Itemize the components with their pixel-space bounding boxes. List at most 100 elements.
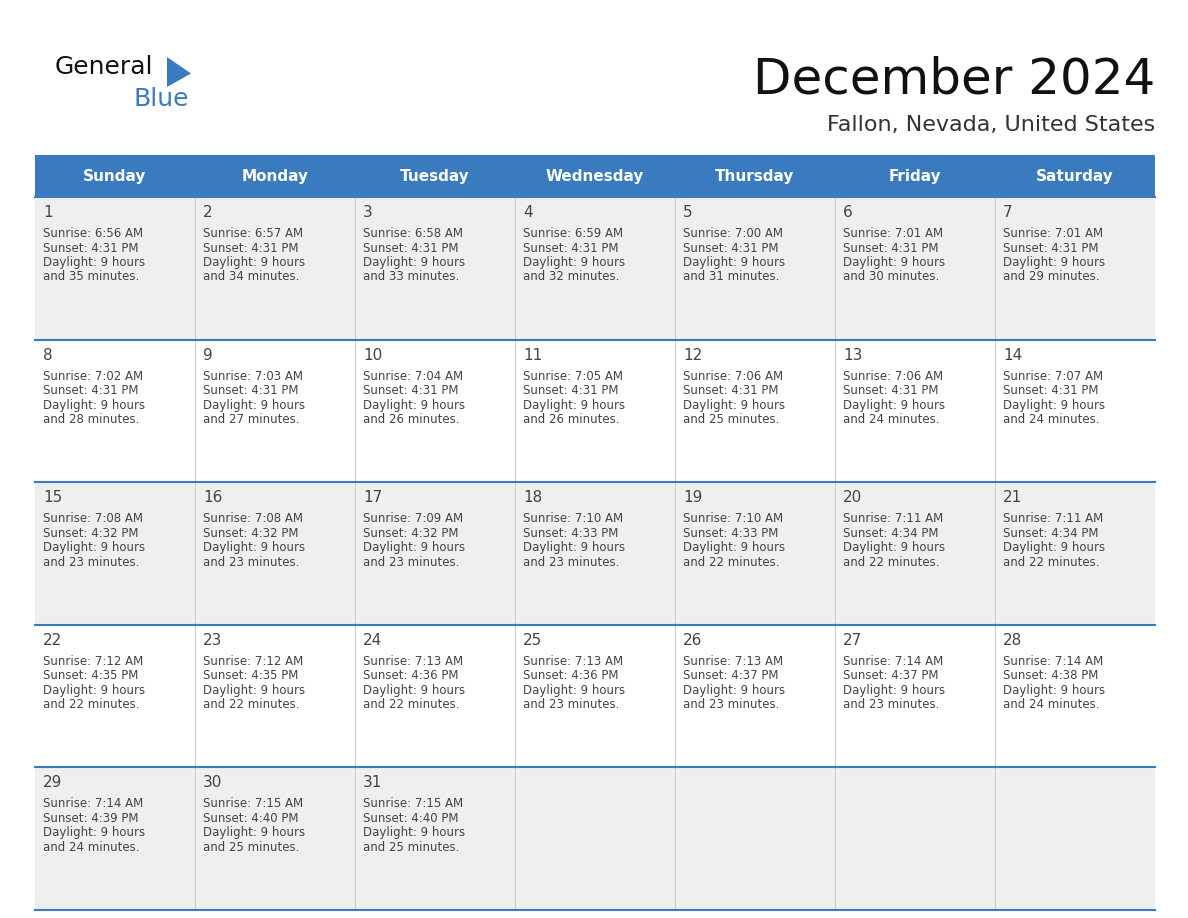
Text: Sunrise: 7:09 AM: Sunrise: 7:09 AM xyxy=(364,512,463,525)
Text: and 22 minutes.: and 22 minutes. xyxy=(1003,555,1100,568)
Text: Sunrise: 7:10 AM: Sunrise: 7:10 AM xyxy=(683,512,783,525)
Text: Sunset: 4:37 PM: Sunset: 4:37 PM xyxy=(843,669,939,682)
Text: 2: 2 xyxy=(203,205,213,220)
Text: and 22 minutes.: and 22 minutes. xyxy=(43,699,139,711)
Bar xyxy=(34,197,1155,340)
Text: Daylight: 9 hours: Daylight: 9 hours xyxy=(43,398,145,411)
Text: and 25 minutes.: and 25 minutes. xyxy=(683,413,779,426)
Text: and 28 minutes.: and 28 minutes. xyxy=(43,413,139,426)
Text: 24: 24 xyxy=(364,633,383,648)
Text: Sunrise: 7:10 AM: Sunrise: 7:10 AM xyxy=(523,512,624,525)
Text: and 34 minutes.: and 34 minutes. xyxy=(203,271,299,284)
Text: Sunset: 4:31 PM: Sunset: 4:31 PM xyxy=(843,241,939,254)
Text: 10: 10 xyxy=(364,348,383,363)
Text: 25: 25 xyxy=(523,633,542,648)
Text: Sunrise: 7:08 AM: Sunrise: 7:08 AM xyxy=(203,512,303,525)
Bar xyxy=(34,340,1155,482)
Text: 13: 13 xyxy=(843,348,862,363)
Text: 7: 7 xyxy=(1003,205,1012,220)
Text: Daylight: 9 hours: Daylight: 9 hours xyxy=(43,684,145,697)
Text: Sunrise: 7:06 AM: Sunrise: 7:06 AM xyxy=(683,370,783,383)
Text: Sunset: 4:31 PM: Sunset: 4:31 PM xyxy=(364,241,459,254)
Text: 14: 14 xyxy=(1003,348,1022,363)
Text: and 26 minutes.: and 26 minutes. xyxy=(364,413,460,426)
Text: and 33 minutes.: and 33 minutes. xyxy=(364,271,460,284)
Text: Daylight: 9 hours: Daylight: 9 hours xyxy=(364,398,466,411)
Text: Sunday: Sunday xyxy=(83,169,146,184)
Text: and 22 minutes.: and 22 minutes. xyxy=(843,555,940,568)
Text: Daylight: 9 hours: Daylight: 9 hours xyxy=(843,398,946,411)
Text: Wednesday: Wednesday xyxy=(545,169,644,184)
Text: Sunrise: 6:56 AM: Sunrise: 6:56 AM xyxy=(43,227,143,240)
Text: 19: 19 xyxy=(683,490,702,505)
Text: Sunset: 4:39 PM: Sunset: 4:39 PM xyxy=(43,812,139,825)
Text: Sunrise: 7:13 AM: Sunrise: 7:13 AM xyxy=(683,655,783,667)
Text: and 23 minutes.: and 23 minutes. xyxy=(683,699,779,711)
Text: Daylight: 9 hours: Daylight: 9 hours xyxy=(843,684,946,697)
Text: and 22 minutes.: and 22 minutes. xyxy=(364,699,460,711)
Text: Sunset: 4:38 PM: Sunset: 4:38 PM xyxy=(1003,669,1099,682)
Text: Sunrise: 7:15 AM: Sunrise: 7:15 AM xyxy=(364,798,463,811)
Text: and 23 minutes.: and 23 minutes. xyxy=(203,555,299,568)
Text: Sunrise: 7:14 AM: Sunrise: 7:14 AM xyxy=(843,655,943,667)
Text: and 23 minutes.: and 23 minutes. xyxy=(523,699,619,711)
Bar xyxy=(34,155,1155,197)
Text: Daylight: 9 hours: Daylight: 9 hours xyxy=(843,256,946,269)
Text: and 31 minutes.: and 31 minutes. xyxy=(683,271,779,284)
Text: Fallon, Nevada, United States: Fallon, Nevada, United States xyxy=(827,115,1155,135)
Text: Sunset: 4:31 PM: Sunset: 4:31 PM xyxy=(203,384,298,397)
Text: Daylight: 9 hours: Daylight: 9 hours xyxy=(364,542,466,554)
Text: 3: 3 xyxy=(364,205,373,220)
Text: Sunrise: 7:11 AM: Sunrise: 7:11 AM xyxy=(843,512,943,525)
Text: and 24 minutes.: and 24 minutes. xyxy=(43,841,139,854)
Text: Daylight: 9 hours: Daylight: 9 hours xyxy=(364,256,466,269)
Text: and 22 minutes.: and 22 minutes. xyxy=(683,555,779,568)
Text: Tuesday: Tuesday xyxy=(400,169,470,184)
Text: and 23 minutes.: and 23 minutes. xyxy=(43,555,139,568)
Text: Sunrise: 6:57 AM: Sunrise: 6:57 AM xyxy=(203,227,303,240)
Text: Daylight: 9 hours: Daylight: 9 hours xyxy=(1003,256,1105,269)
Text: Sunset: 4:31 PM: Sunset: 4:31 PM xyxy=(43,384,139,397)
Text: Daylight: 9 hours: Daylight: 9 hours xyxy=(523,398,625,411)
Text: Daylight: 9 hours: Daylight: 9 hours xyxy=(1003,542,1105,554)
Text: Sunset: 4:31 PM: Sunset: 4:31 PM xyxy=(203,241,298,254)
Text: Sunrise: 7:02 AM: Sunrise: 7:02 AM xyxy=(43,370,143,383)
Text: Sunset: 4:31 PM: Sunset: 4:31 PM xyxy=(1003,384,1099,397)
Text: Sunset: 4:34 PM: Sunset: 4:34 PM xyxy=(843,527,939,540)
Text: and 32 minutes.: and 32 minutes. xyxy=(523,271,619,284)
Text: 22: 22 xyxy=(43,633,62,648)
Text: 1: 1 xyxy=(43,205,52,220)
Text: 9: 9 xyxy=(203,348,213,363)
Text: 26: 26 xyxy=(683,633,702,648)
Text: Sunrise: 6:59 AM: Sunrise: 6:59 AM xyxy=(523,227,624,240)
Text: Daylight: 9 hours: Daylight: 9 hours xyxy=(203,684,305,697)
Text: and 35 minutes.: and 35 minutes. xyxy=(43,271,139,284)
Text: 31: 31 xyxy=(364,776,383,790)
Text: Saturday: Saturday xyxy=(1036,169,1114,184)
Text: Sunset: 4:31 PM: Sunset: 4:31 PM xyxy=(523,241,619,254)
Text: Sunset: 4:36 PM: Sunset: 4:36 PM xyxy=(364,669,459,682)
Text: 23: 23 xyxy=(203,633,222,648)
Text: Daylight: 9 hours: Daylight: 9 hours xyxy=(683,684,785,697)
Text: 28: 28 xyxy=(1003,633,1022,648)
Text: Sunset: 4:40 PM: Sunset: 4:40 PM xyxy=(364,812,459,825)
Text: Sunset: 4:31 PM: Sunset: 4:31 PM xyxy=(683,384,778,397)
Text: and 25 minutes.: and 25 minutes. xyxy=(364,841,460,854)
Text: Daylight: 9 hours: Daylight: 9 hours xyxy=(683,398,785,411)
Text: Daylight: 9 hours: Daylight: 9 hours xyxy=(203,256,305,269)
Text: 8: 8 xyxy=(43,348,52,363)
Text: Sunset: 4:31 PM: Sunset: 4:31 PM xyxy=(843,384,939,397)
Text: Sunrise: 7:13 AM: Sunrise: 7:13 AM xyxy=(523,655,624,667)
Text: 21: 21 xyxy=(1003,490,1022,505)
Text: 5: 5 xyxy=(683,205,693,220)
Text: Sunset: 4:34 PM: Sunset: 4:34 PM xyxy=(1003,527,1099,540)
Text: 11: 11 xyxy=(523,348,542,363)
Text: Sunset: 4:31 PM: Sunset: 4:31 PM xyxy=(523,384,619,397)
Text: Sunset: 4:32 PM: Sunset: 4:32 PM xyxy=(203,527,298,540)
Text: Sunrise: 7:05 AM: Sunrise: 7:05 AM xyxy=(523,370,623,383)
Text: Sunrise: 7:12 AM: Sunrise: 7:12 AM xyxy=(43,655,144,667)
Text: Sunset: 4:33 PM: Sunset: 4:33 PM xyxy=(523,527,619,540)
Text: 30: 30 xyxy=(203,776,222,790)
Text: Sunset: 4:35 PM: Sunset: 4:35 PM xyxy=(203,669,298,682)
Text: Sunset: 4:31 PM: Sunset: 4:31 PM xyxy=(1003,241,1099,254)
